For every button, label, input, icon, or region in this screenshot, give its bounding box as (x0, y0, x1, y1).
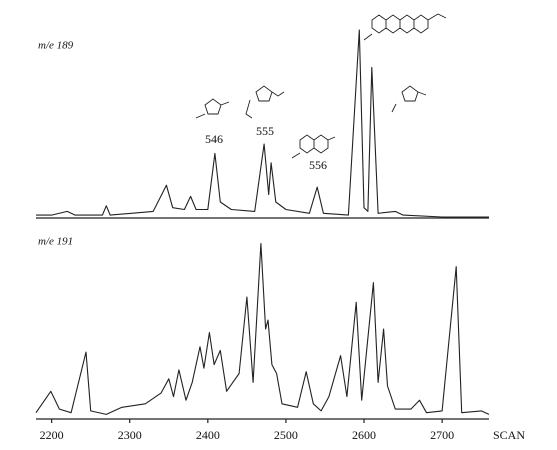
x-tick-label: 2300 (118, 428, 142, 442)
structure-sketch (195, 98, 230, 119)
structure-sketch (245, 85, 285, 119)
structure-sketch (391, 85, 427, 113)
structure-sketches (195, 13, 447, 159)
x-tick-label: 2200 (40, 428, 64, 442)
x-tick-label: 2600 (352, 428, 376, 442)
trace (35, 243, 490, 415)
peak-label: 555 (256, 124, 274, 138)
panel-label: m/e 191 (38, 236, 73, 248)
peak-label: 546 (205, 132, 223, 146)
x-tick-label: 2400 (196, 428, 220, 442)
trace (36, 29, 489, 218)
structure-sketch (363, 13, 447, 41)
x-axis-label: SCAN (493, 428, 525, 442)
x-tick-label: 2500 (274, 428, 298, 442)
structure-sketch (291, 134, 336, 159)
panel-label: m/e 189 (38, 40, 74, 52)
x-tick-label: 2700 (430, 428, 454, 442)
peak-label: 556 (309, 158, 327, 172)
